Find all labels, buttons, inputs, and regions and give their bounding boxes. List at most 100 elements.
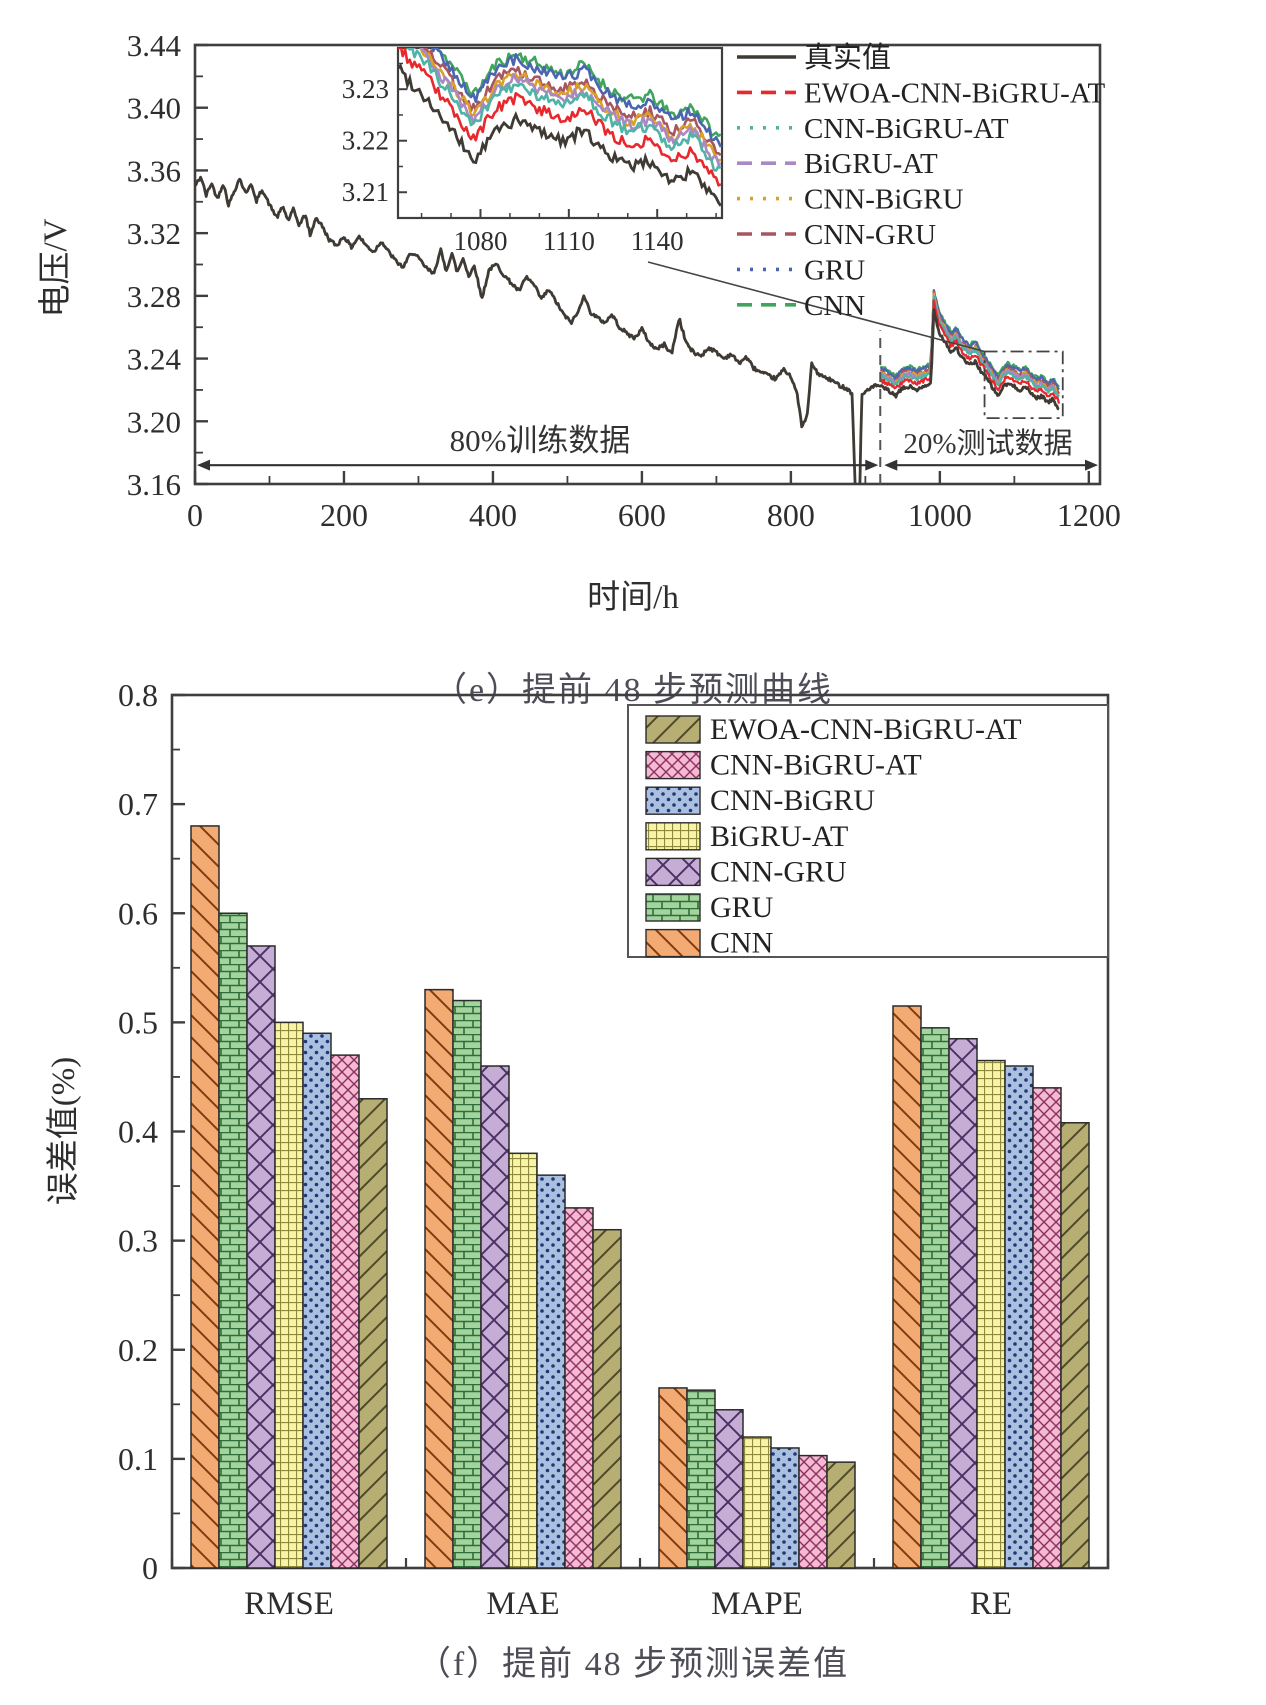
- bar-GRU-RE: [920, 1027, 950, 1569]
- y-tick-label: 0.7: [118, 786, 158, 822]
- inset-series-CNN-BiGRU: [419, 48, 722, 163]
- bar-BiGRU-AT-RE: [976, 1059, 1006, 1569]
- legend-label: CNN: [710, 927, 773, 960]
- chart-f-legend: EWOA-CNN-BiGRU-ATCNN-BiGRU-ATCNN-BiGRUBi…: [627, 704, 1109, 960]
- legend-label: EWOA-CNN-BiGRU-AT: [710, 713, 1022, 746]
- legend-label: GRU: [710, 891, 774, 924]
- series-true: [195, 175, 1060, 484]
- bar-CNN-MAE: [424, 988, 454, 1569]
- bar-CNN-BiGRU-MAE: [536, 1174, 566, 1569]
- legend-item-CNN-BiGRU: CNN-BiGRU: [645, 784, 875, 817]
- legend-item-CNN-GRU: CNN-GRU: [737, 219, 936, 251]
- x-tick-label: 800: [767, 497, 815, 533]
- category-label: MAPE: [711, 1586, 803, 1622]
- y-tick-label: 3.32: [127, 216, 181, 251]
- bar-CNN-RE: [892, 1005, 922, 1569]
- inset-y-tick-label: 3.23: [342, 74, 389, 104]
- legend-item-BiGRU-AT: BiGRU-AT: [737, 148, 938, 180]
- bar-CNN-BiGRU-AT-RE: [1032, 1087, 1062, 1569]
- legend-item-CNN: CNN: [737, 290, 865, 322]
- y-tick-label: 0.5: [118, 1004, 158, 1040]
- bar-GRU-RMSE: [218, 912, 248, 1569]
- y-tick-label: 3.36: [127, 153, 181, 188]
- chart-f-y-axis-label: 误差值(%): [46, 1056, 82, 1206]
- series-CNN: [879, 289, 1060, 388]
- bar-EWOA-CNN-BiGRU-AT-MAPE: [826, 1461, 856, 1569]
- legend-item-真实值: 真实值: [737, 41, 891, 74]
- inset-x-tick-label: 1110: [543, 226, 595, 256]
- x-tick-label: 1000: [908, 497, 972, 533]
- legend-label: GRU: [804, 254, 865, 286]
- bar-CNN-GRU-RE: [948, 1037, 978, 1569]
- legend-label: CNN-BiGRU: [804, 184, 964, 216]
- bar-CNN-RMSE: [190, 825, 220, 1569]
- bar-BiGRU-AT-MAPE: [742, 1436, 772, 1569]
- legend-label: BiGRU-AT: [710, 820, 848, 853]
- inset-series-BiGRU-AT: [410, 48, 721, 166]
- bar-BiGRU-AT-RMSE: [274, 1021, 304, 1569]
- y-tick-label: 3.20: [127, 404, 181, 439]
- y-tick-label: 0.6: [118, 895, 158, 931]
- y-tick-label: 0.3: [118, 1223, 158, 1259]
- bar-CNN-BiGRU-MAPE: [770, 1447, 800, 1569]
- inset-x-tick-label: 1140: [631, 226, 684, 256]
- legend-label: CNN: [804, 290, 865, 322]
- bar-GRU-MAPE: [686, 1389, 716, 1569]
- inset-series: [398, 48, 722, 207]
- chart-e-caption: （e）提前 48 步预测曲线: [432, 672, 834, 709]
- y-tick-label: 3.28: [127, 279, 181, 314]
- legend-swatch: [645, 786, 701, 815]
- inset-series-CNN-BiGRU-AT: [406, 48, 722, 172]
- y-tick-label: 3.44: [127, 28, 182, 63]
- x-tick-label: 200: [320, 497, 368, 533]
- inset-series-EWOA-CNN-BiGRU-AT: [398, 48, 722, 187]
- legend-label: CNN-GRU: [804, 219, 936, 251]
- zoom-region-box: [983, 350, 1064, 420]
- bar-CNN-BiGRU-RMSE: [302, 1032, 332, 1569]
- bar-EWOA-CNN-BiGRU-AT-MAE: [592, 1228, 622, 1569]
- legend-swatch: [645, 715, 701, 744]
- bar-CNN-GRU-MAPE: [714, 1409, 744, 1569]
- bar-CNN-BiGRU-AT-MAPE: [798, 1454, 828, 1569]
- test-split-annotation: 20%测试数据: [903, 428, 1073, 460]
- chart-e-inset: 1080 1110 1140 3.21 3.22 3.23: [342, 46, 724, 256]
- chart-f-bars: [190, 825, 1090, 1569]
- chart-e-axes: 3.16 3.20 3.24 3.28 3.32 3.36 3.40 3.44 0 200 400 6…: [127, 28, 1121, 533]
- legend-swatch: [645, 928, 701, 958]
- legend-swatch: [645, 822, 701, 851]
- y-tick-label: 0: [142, 1550, 158, 1586]
- legend-item-CNN-BiGRU-AT: CNN-BiGRU-AT: [645, 749, 922, 782]
- legend-item-BiGRU-AT: BiGRU-AT: [645, 820, 848, 853]
- chart-e-annotations: [197, 261, 1098, 484]
- chart-f-axes: 0 0.1 0.2 0.3 0.4 0.5 0.6 0.7 0.8 RMSE MAE MAPE RE: [118, 677, 1110, 1622]
- legend-label: CNN-GRU: [710, 855, 847, 888]
- inset-y-tick-label: 3.21: [342, 177, 389, 207]
- bar-EWOA-CNN-BiGRU-AT-RMSE: [358, 1098, 388, 1569]
- legend-item-EWOA-CNN-BiGRU-AT: EWOA-CNN-BiGRU-AT: [645, 713, 1022, 746]
- y-tick-label: 0.1: [118, 1441, 158, 1477]
- y-tick-label: 3.16: [127, 467, 181, 502]
- inset-x-tick-label: 1080: [453, 226, 507, 256]
- legend-item-CNN-GRU: CNN-GRU: [645, 855, 847, 888]
- y-tick-label: 0.8: [118, 677, 158, 713]
- legend-label: 真实值: [804, 41, 891, 74]
- inset-series-true: [398, 62, 722, 207]
- legend-item-CNN-BiGRU-AT: CNN-BiGRU-AT: [737, 113, 1009, 145]
- legend-box: [627, 704, 1109, 958]
- train-split-annotation: 80%训练数据: [449, 423, 631, 458]
- y-tick-label: 0.2: [118, 1332, 158, 1368]
- x-tick-label: 0: [187, 497, 203, 533]
- bar-CNN-MAPE: [658, 1387, 688, 1569]
- series-EWOA-CNN-BiGRU-AT: [879, 299, 1061, 404]
- bar-BiGRU-AT-MAE: [508, 1152, 538, 1569]
- y-tick-label: 3.40: [127, 91, 181, 126]
- zoom-leader-line: [647, 261, 985, 353]
- chart-e-y-axis-label: 电压/V: [38, 218, 74, 318]
- y-tick-label: 3.24: [127, 342, 182, 377]
- legend-item-CNN: CNN: [645, 927, 773, 960]
- legend-swatch: [645, 750, 701, 780]
- series-CNN-GRU: [879, 290, 1061, 395]
- legend-item-CNN-BiGRU: CNN-BiGRU: [737, 184, 964, 216]
